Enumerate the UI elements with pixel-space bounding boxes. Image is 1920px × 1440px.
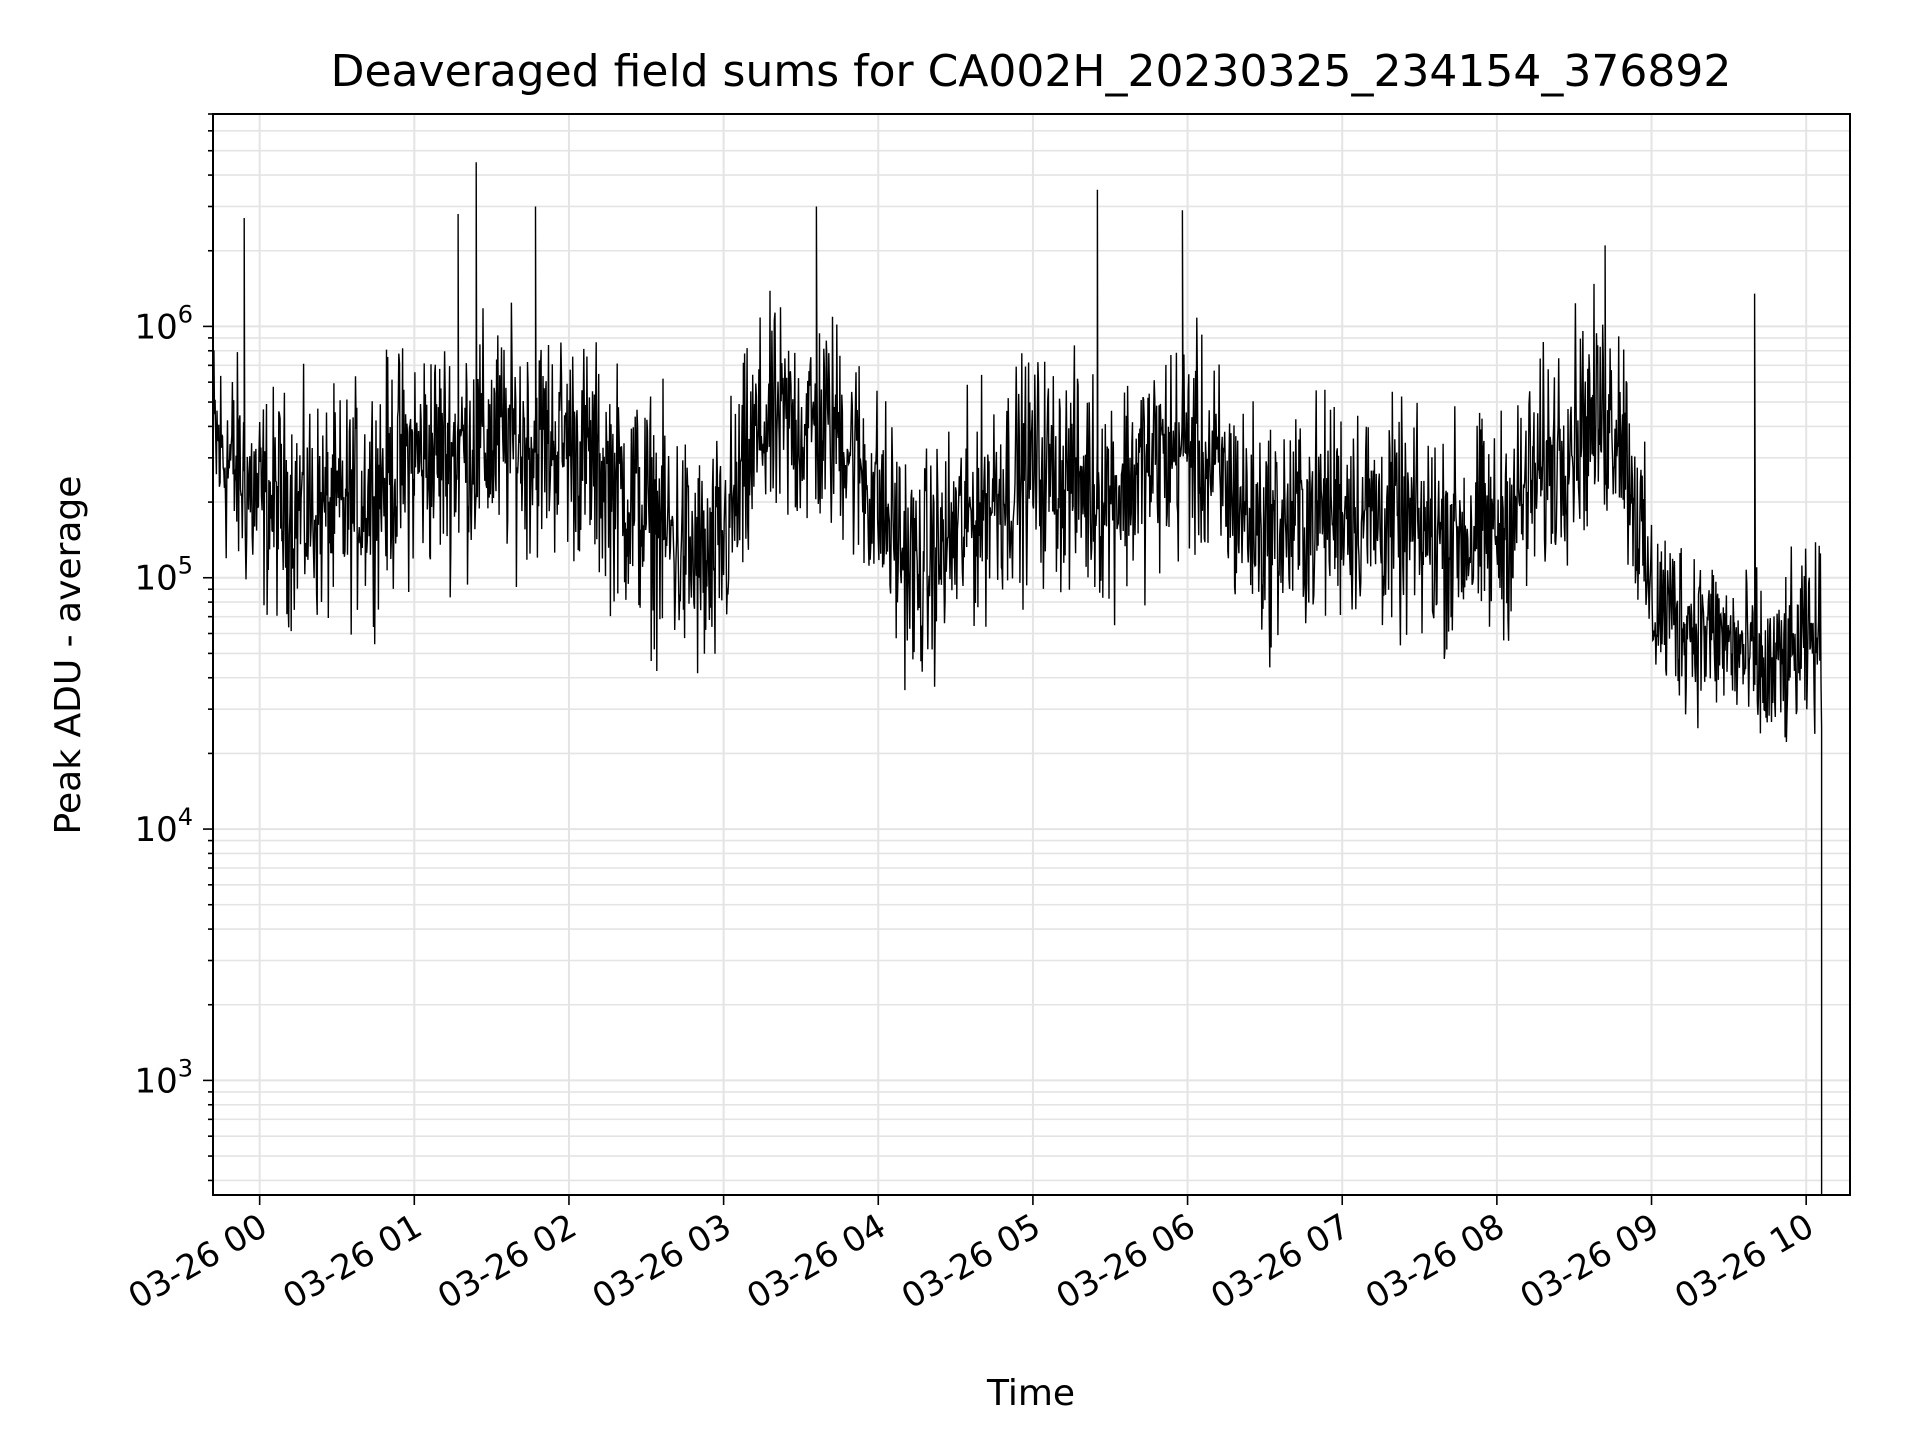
y-axis: 103 104 105 106	[134, 113, 213, 1182]
x-axis-label: Time	[986, 1373, 1075, 1414]
y-tick-label: 105	[134, 552, 193, 599]
y-tick-label: 104	[134, 803, 193, 850]
grid	[213, 113, 1850, 1195]
chart-title: Deaveraged field sums for CA002H_2023032…	[331, 46, 1732, 97]
y-tick-label: 106	[134, 300, 193, 347]
plot-frame	[212, 113, 1851, 1196]
series-line	[212, 162, 1823, 1195]
series-path	[212, 162, 1823, 1195]
y-tick-label: 103	[134, 1054, 193, 1101]
y-axis-label: Peak ADU - average	[48, 476, 89, 835]
